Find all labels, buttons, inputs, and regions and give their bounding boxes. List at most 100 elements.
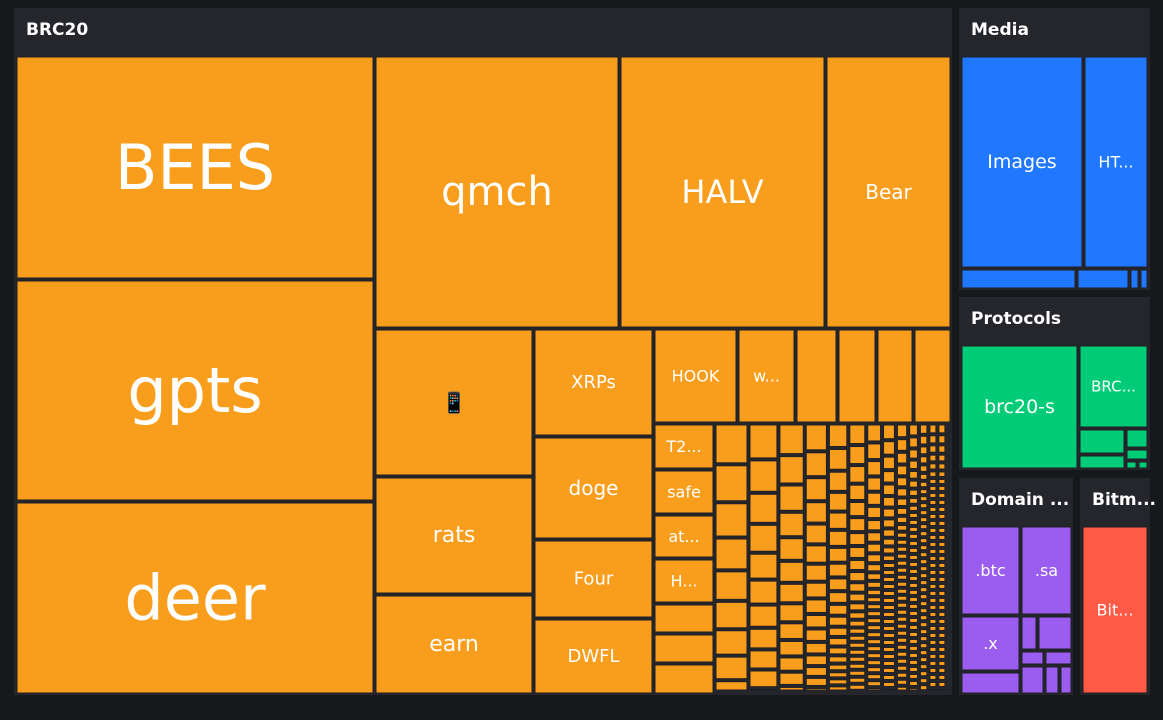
tile[interactable] xyxy=(909,497,918,504)
tile[interactable] xyxy=(938,653,946,659)
tile[interactable] xyxy=(867,554,882,563)
tile[interactable] xyxy=(849,547,866,558)
tile[interactable] xyxy=(929,499,937,505)
tile[interactable] xyxy=(909,631,918,637)
tile[interactable] xyxy=(938,534,946,540)
tile[interactable] xyxy=(828,686,848,691)
tile[interactable] xyxy=(929,625,937,631)
tile[interactable] xyxy=(919,678,928,684)
tile[interactable] xyxy=(849,518,866,532)
tile[interactable] xyxy=(867,681,882,687)
tile[interactable] xyxy=(938,541,946,547)
tile[interactable] xyxy=(883,597,895,603)
tile[interactable] xyxy=(867,667,882,673)
tile[interactable] xyxy=(896,539,908,545)
tile[interactable] xyxy=(534,329,653,436)
tile[interactable] xyxy=(929,604,937,610)
tile[interactable] xyxy=(779,424,804,455)
tile[interactable] xyxy=(867,573,882,580)
tile[interactable] xyxy=(896,637,908,643)
tile[interactable] xyxy=(715,571,748,600)
tile[interactable] xyxy=(909,505,918,511)
tile[interactable] xyxy=(828,656,848,663)
tile[interactable] xyxy=(961,269,1076,289)
tile[interactable] xyxy=(929,541,937,547)
tile[interactable] xyxy=(896,452,908,464)
tile[interactable] xyxy=(961,56,1083,268)
tile[interactable] xyxy=(883,555,895,561)
tile[interactable] xyxy=(867,611,882,617)
tile[interactable] xyxy=(919,473,928,480)
tile[interactable] xyxy=(909,666,918,672)
tile[interactable] xyxy=(1045,666,1059,694)
tile[interactable] xyxy=(938,639,946,645)
tile[interactable] xyxy=(896,651,908,657)
tile[interactable] xyxy=(896,623,908,629)
tile[interactable] xyxy=(779,672,804,685)
tile[interactable] xyxy=(896,546,908,552)
tile[interactable] xyxy=(867,443,882,460)
tile[interactable] xyxy=(1038,616,1072,650)
tile[interactable] xyxy=(849,670,866,676)
tile[interactable] xyxy=(849,649,866,655)
tile[interactable] xyxy=(779,583,804,603)
tile[interactable] xyxy=(805,524,827,544)
tile[interactable] xyxy=(1130,269,1139,289)
tile[interactable] xyxy=(929,527,937,533)
tile[interactable] xyxy=(929,513,937,519)
tile[interactable] xyxy=(938,618,946,624)
tile[interactable] xyxy=(919,531,928,537)
tile[interactable] xyxy=(805,629,827,641)
tile[interactable] xyxy=(375,56,619,328)
tile[interactable] xyxy=(938,463,946,470)
tile[interactable] xyxy=(779,485,804,511)
tile[interactable] xyxy=(929,555,937,561)
tile[interactable] xyxy=(883,618,895,624)
tile[interactable] xyxy=(805,655,827,666)
tile[interactable] xyxy=(919,657,928,663)
tile[interactable] xyxy=(938,625,946,631)
tile[interactable] xyxy=(929,639,937,645)
tile[interactable] xyxy=(620,56,825,328)
tile[interactable] xyxy=(805,502,827,523)
tile[interactable] xyxy=(919,559,928,565)
tile[interactable] xyxy=(919,503,928,509)
tile[interactable] xyxy=(534,437,653,539)
tile[interactable] xyxy=(805,478,827,501)
tile[interactable] xyxy=(938,506,946,512)
tile[interactable] xyxy=(883,496,895,507)
tile[interactable] xyxy=(919,465,928,472)
tile[interactable] xyxy=(938,548,946,554)
tile[interactable] xyxy=(919,489,928,495)
tile[interactable] xyxy=(779,561,804,582)
tile[interactable] xyxy=(867,625,882,631)
tile[interactable] xyxy=(883,681,895,687)
tile[interactable] xyxy=(715,465,748,502)
tile[interactable] xyxy=(929,576,937,582)
tile[interactable] xyxy=(938,485,946,491)
tile[interactable] xyxy=(909,519,918,525)
tile[interactable] xyxy=(749,553,778,579)
tile[interactable] xyxy=(867,688,882,691)
tile[interactable] xyxy=(896,560,908,566)
tile[interactable] xyxy=(929,688,937,691)
tile[interactable] xyxy=(715,656,748,680)
tile[interactable] xyxy=(919,481,928,488)
tile[interactable] xyxy=(938,569,946,575)
tile[interactable] xyxy=(749,493,778,523)
tile[interactable] xyxy=(938,562,946,568)
tile[interactable] xyxy=(715,601,748,629)
tile[interactable] xyxy=(749,670,778,688)
tile[interactable] xyxy=(779,456,804,484)
tile[interactable] xyxy=(849,583,866,592)
tile[interactable] xyxy=(883,625,895,631)
tile[interactable] xyxy=(867,618,882,624)
tile[interactable] xyxy=(849,446,866,465)
tile[interactable] xyxy=(896,679,908,685)
tile[interactable] xyxy=(805,452,827,477)
tile[interactable] xyxy=(805,582,827,598)
tile[interactable] xyxy=(938,555,946,561)
tile[interactable] xyxy=(896,424,908,438)
tile[interactable] xyxy=(909,596,918,602)
tile[interactable] xyxy=(938,435,946,444)
